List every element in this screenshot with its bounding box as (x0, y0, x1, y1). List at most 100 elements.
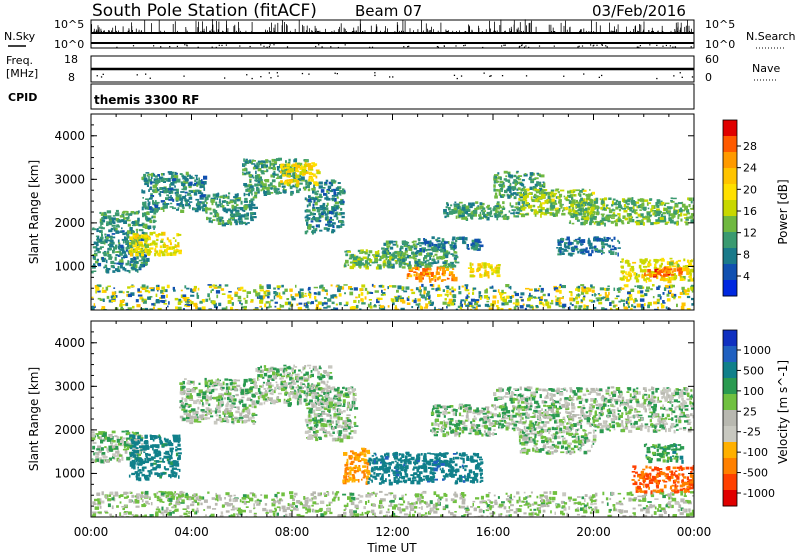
data-cell (146, 285, 149, 289)
data-cell (467, 208, 471, 212)
data-cell (304, 502, 308, 507)
data-cell (461, 492, 465, 495)
data-cell (118, 494, 121, 499)
data-cell (248, 189, 251, 192)
data-cell (408, 513, 411, 517)
data-cell (591, 213, 595, 218)
data-cell (578, 295, 580, 299)
data-cell (96, 235, 100, 240)
data-cell (686, 212, 691, 215)
data-cell (189, 174, 191, 177)
data-cell (673, 208, 676, 212)
data-cell (177, 242, 180, 246)
data-cell (207, 293, 210, 298)
data-cell (463, 237, 468, 241)
data-cell (539, 494, 545, 497)
data-cell (657, 204, 660, 208)
data-cell (289, 181, 291, 184)
data-cell (119, 512, 122, 517)
data-cell (578, 212, 583, 216)
data-cell (359, 513, 364, 516)
data-cell (624, 284, 629, 288)
data-cell (260, 185, 263, 188)
data-cell (575, 206, 577, 209)
data-cell (168, 502, 173, 505)
data-cell (328, 224, 334, 227)
data-cell (283, 166, 286, 170)
data-cell (333, 307, 339, 310)
data-cell (558, 298, 561, 302)
data-cell (98, 262, 102, 267)
data-cell (253, 165, 258, 170)
data-cell (103, 289, 107, 293)
data-cell (221, 505, 225, 508)
data-cell (202, 209, 206, 212)
data-cell (434, 262, 438, 264)
data-cell (135, 211, 139, 215)
data-cell (640, 205, 643, 209)
data-cell (678, 296, 682, 299)
data-cell (252, 166, 256, 170)
data-cell (497, 307, 500, 310)
data-cell (591, 508, 594, 512)
data-cell (130, 258, 134, 261)
data-cell (270, 174, 274, 178)
velocity-heatmap (91, 364, 694, 517)
data-cell (154, 188, 159, 193)
data-cell (310, 301, 314, 305)
data-cell (332, 209, 337, 212)
data-cell (320, 208, 324, 211)
data-cell (391, 253, 396, 256)
data-cell (375, 253, 380, 257)
data-cell (629, 272, 631, 275)
data-cell (136, 238, 139, 242)
data-cell (563, 195, 566, 198)
data-cell (365, 252, 368, 255)
data-cell (465, 285, 468, 290)
data-cell (127, 307, 132, 310)
data-cell (409, 274, 413, 278)
data-cell (243, 305, 247, 308)
data-cell (490, 515, 493, 517)
data-cell (415, 267, 417, 269)
data-cell (468, 296, 470, 298)
data-cell (587, 207, 590, 210)
data-cell (423, 501, 427, 504)
data-cell (243, 172, 247, 175)
data-cell (321, 289, 325, 292)
data-cell (464, 300, 466, 304)
data-cell (381, 247, 385, 250)
data-cell (458, 291, 462, 295)
data-cell (600, 249, 604, 253)
data-cell (251, 188, 255, 190)
data-cell (504, 218, 508, 220)
data-cell (106, 234, 110, 238)
data-cell (554, 208, 558, 211)
data-cell (680, 271, 683, 273)
data-cell (236, 514, 239, 517)
data-cell (499, 295, 503, 299)
data-cell (470, 266, 473, 269)
data-cell (621, 265, 624, 269)
data-cell (590, 503, 594, 506)
data-cell (684, 217, 688, 219)
data-cell (529, 292, 531, 296)
data-cell (337, 186, 342, 190)
data-cell (222, 207, 227, 211)
data-cell (329, 190, 332, 193)
data-cell (250, 219, 254, 222)
data-cell (595, 238, 600, 241)
data-cell (222, 194, 226, 197)
data-cell (496, 274, 501, 278)
data-cell (666, 261, 671, 264)
data-cell (280, 180, 283, 184)
data-cell (189, 511, 192, 514)
data-cell (439, 496, 444, 499)
data-cell (313, 292, 317, 295)
data-cell (589, 199, 594, 204)
data-cell (659, 491, 663, 495)
data-cell (243, 297, 246, 300)
data-cell (547, 199, 551, 204)
data-cell (145, 215, 147, 220)
data-cell (584, 494, 588, 497)
